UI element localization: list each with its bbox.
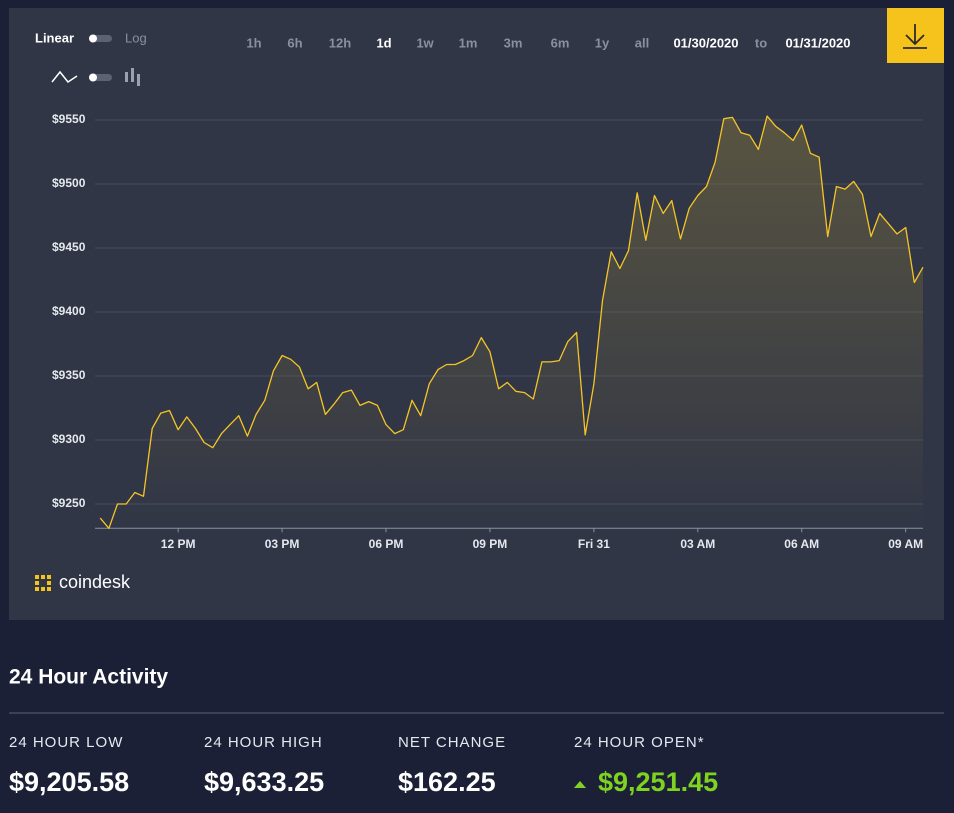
y-tick-label: $9450 bbox=[52, 240, 86, 254]
bar-icon bbox=[125, 68, 140, 86]
scale-option[interactable]: Log bbox=[125, 30, 147, 45]
stat-value: $9,633.25 bbox=[204, 767, 324, 797]
x-tick-label: 03 AM bbox=[680, 537, 715, 551]
stat-label: 24 HOUR LOW bbox=[9, 734, 123, 751]
download-button[interactable] bbox=[887, 8, 944, 63]
line-icon bbox=[51, 70, 78, 84]
toggle-knob bbox=[89, 73, 97, 82]
chart-style-toggle[interactable] bbox=[51, 68, 140, 86]
section-title: 24 Hour Activity bbox=[9, 666, 168, 689]
stat-label: 24 HOUR HIGH bbox=[204, 734, 323, 751]
date-to[interactable]: 01/31/2020 bbox=[785, 35, 850, 50]
line bbox=[99, 115, 924, 529]
y-tick-label: $9300 bbox=[52, 432, 86, 446]
scale-toggle[interactable] bbox=[89, 34, 112, 43]
range-button[interactable]: 1m bbox=[459, 35, 478, 50]
y-tick-label: $9350 bbox=[52, 368, 86, 382]
stat-value: $9,205.58 bbox=[9, 767, 129, 797]
toggle-knob bbox=[89, 34, 97, 43]
range-button[interactable]: 6h bbox=[287, 35, 302, 50]
range-button[interactable]: 1h bbox=[246, 35, 261, 50]
x-tick-label: 09 AM bbox=[888, 537, 923, 551]
date-from[interactable]: 01/30/2020 bbox=[673, 35, 738, 50]
date-separator: to bbox=[755, 35, 767, 50]
x-tick-label: Fri 31 bbox=[578, 537, 610, 551]
x-tick-label: 06 PM bbox=[369, 537, 404, 551]
area bbox=[100, 116, 923, 529]
stat-label: 24 HOUR OPEN* bbox=[574, 734, 705, 751]
trend-arrow bbox=[574, 781, 586, 788]
y-tick-label: $9400 bbox=[52, 304, 86, 318]
y-tick-label: $9550 bbox=[52, 112, 86, 126]
range-button[interactable]: 1w bbox=[416, 35, 434, 50]
x-tick-label: 12 PM bbox=[161, 537, 196, 551]
range-button[interactable]: 1y bbox=[595, 35, 610, 50]
logo-text: coindesk bbox=[59, 572, 131, 592]
range-button[interactable]: 3m bbox=[504, 35, 523, 50]
range-button[interactable]: 6m bbox=[551, 35, 570, 50]
range-button[interactable]: all bbox=[635, 35, 649, 50]
stat-value: $162.25 bbox=[398, 767, 496, 797]
logo: coindesk bbox=[35, 572, 131, 592]
scale-option[interactable]: Linear bbox=[35, 30, 74, 45]
y-tick-label: $9250 bbox=[52, 496, 86, 510]
range-button[interactable]: 1d bbox=[376, 35, 391, 50]
x-tick-label: 03 PM bbox=[265, 537, 300, 551]
logo-icon bbox=[35, 575, 51, 591]
x-tick-label: 06 AM bbox=[784, 537, 819, 551]
y-tick-label: $9500 bbox=[52, 176, 86, 190]
stat-value: $9,251.45 bbox=[598, 767, 718, 797]
stat-label: NET CHANGE bbox=[398, 734, 506, 751]
range-button[interactable]: 12h bbox=[329, 35, 351, 50]
x-tick-label: 09 PM bbox=[473, 537, 508, 551]
